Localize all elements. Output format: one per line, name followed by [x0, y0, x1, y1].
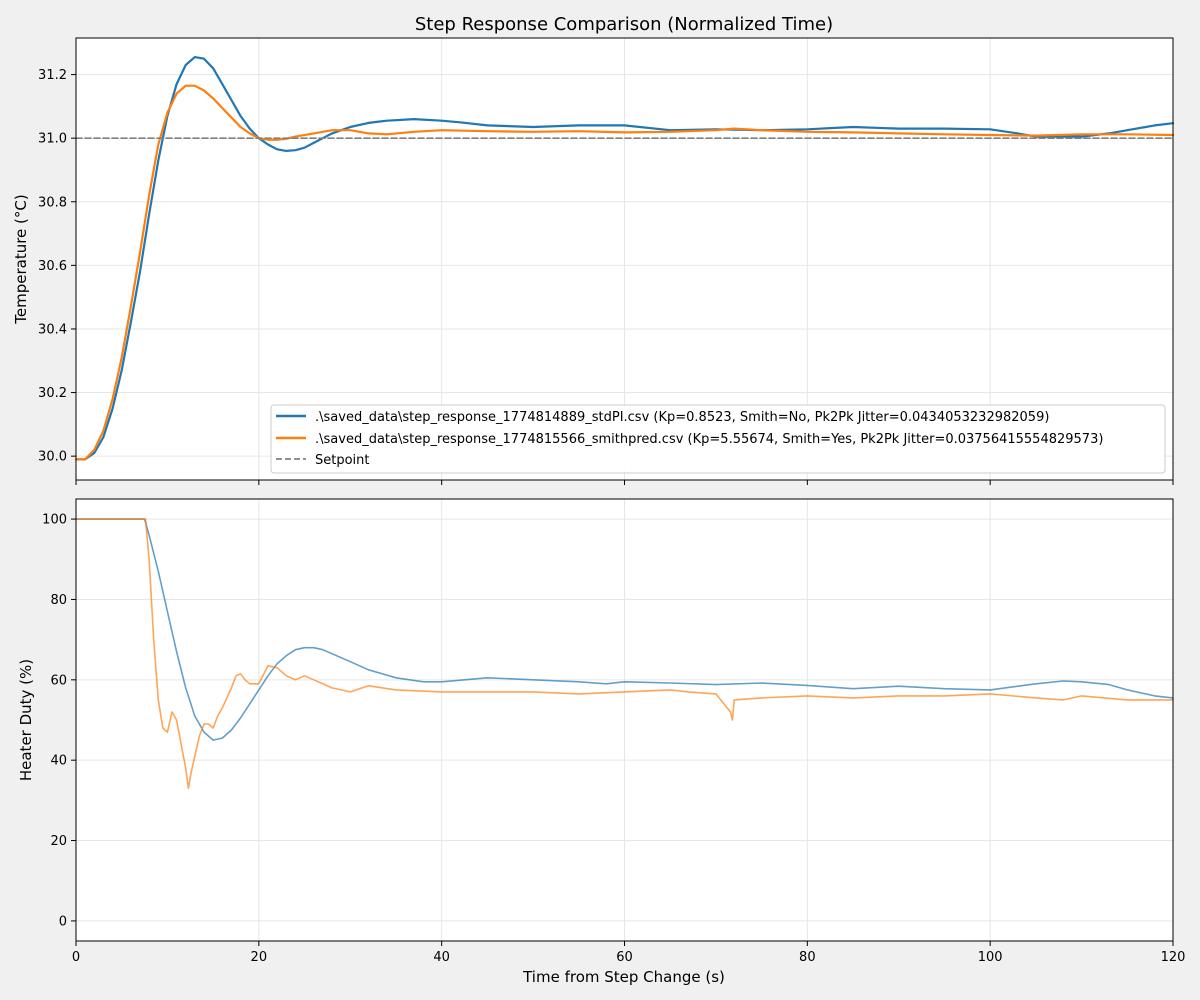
heater-x-ticks: 0 20 40 60 80 100 120 — [72, 941, 1186, 965]
x-tick-label: 20 — [251, 950, 268, 965]
temperature-x-ticks — [75, 480, 1174, 485]
chart-title: Step Response Comparison (Normalized Tim… — [415, 14, 833, 35]
x-axis-label: Time from Step Change (s) — [522, 968, 725, 986]
y-tick-label: 100 — [42, 513, 67, 528]
y-tick-label: 30.0 — [38, 450, 67, 465]
y-tick-label: 31.2 — [38, 68, 67, 83]
y-tick-label: 20 — [50, 834, 67, 849]
legend-box — [270, 404, 1166, 474]
x-tick-label: 0 — [72, 950, 80, 965]
legend-label-setpoint: Setpoint — [315, 453, 370, 468]
x-tick-label: 80 — [799, 950, 816, 965]
y-tick-label: 80 — [50, 593, 67, 608]
y-tick-label: 30.8 — [38, 195, 67, 210]
y-tick-label: 30.4 — [38, 322, 67, 337]
legend: .\saved_data\step_response_1774814889_st… — [270, 404, 1166, 474]
y-tick-label: 30.2 — [38, 386, 67, 401]
series-line-smith-predictor — [74, 84, 1175, 461]
y-tick-label: 60 — [50, 673, 67, 688]
temperature-y-axis-label: Temperature (°C) — [12, 194, 30, 324]
heater-panel: 0 20 40 60 80 100 0 20 40 60 80 100 120 Heater Duty… — [17, 498, 1186, 965]
heater-lines — [75, 518, 1174, 790]
legend-label-std: .\saved_data\step_response_1774814889_st… — [315, 410, 1049, 425]
series-line-smith-predictor-duty — [75, 518, 1174, 790]
temperature-lines — [74, 55, 1175, 461]
heater-y-axis-label: Heater Duty (%) — [17, 659, 35, 781]
legend-label-smith: .\saved_data\step_response_1774815566_sm… — [315, 432, 1103, 447]
series-line-std-pi — [74, 55, 1175, 461]
x-tick-label: 100 — [978, 950, 1003, 965]
temperature-y-ticks: 30.0 30.2 30.4 30.6 30.8 31.0 31.2 — [38, 68, 76, 465]
y-tick-label: 31.0 — [38, 132, 67, 147]
x-tick-label: 40 — [433, 950, 450, 965]
y-tick-label: 30.6 — [38, 259, 67, 274]
heater-y-ticks: 0 20 40 60 80 100 — [42, 513, 76, 929]
x-tick-label: 60 — [616, 950, 633, 965]
x-tick-label: 120 — [1161, 950, 1186, 965]
y-tick-label: 0 — [59, 914, 67, 929]
y-tick-label: 40 — [50, 754, 67, 769]
temperature-panel: 30.0 30.2 30.4 30.6 30.8 31.0 31.2 Temperature… — [12, 37, 1175, 485]
